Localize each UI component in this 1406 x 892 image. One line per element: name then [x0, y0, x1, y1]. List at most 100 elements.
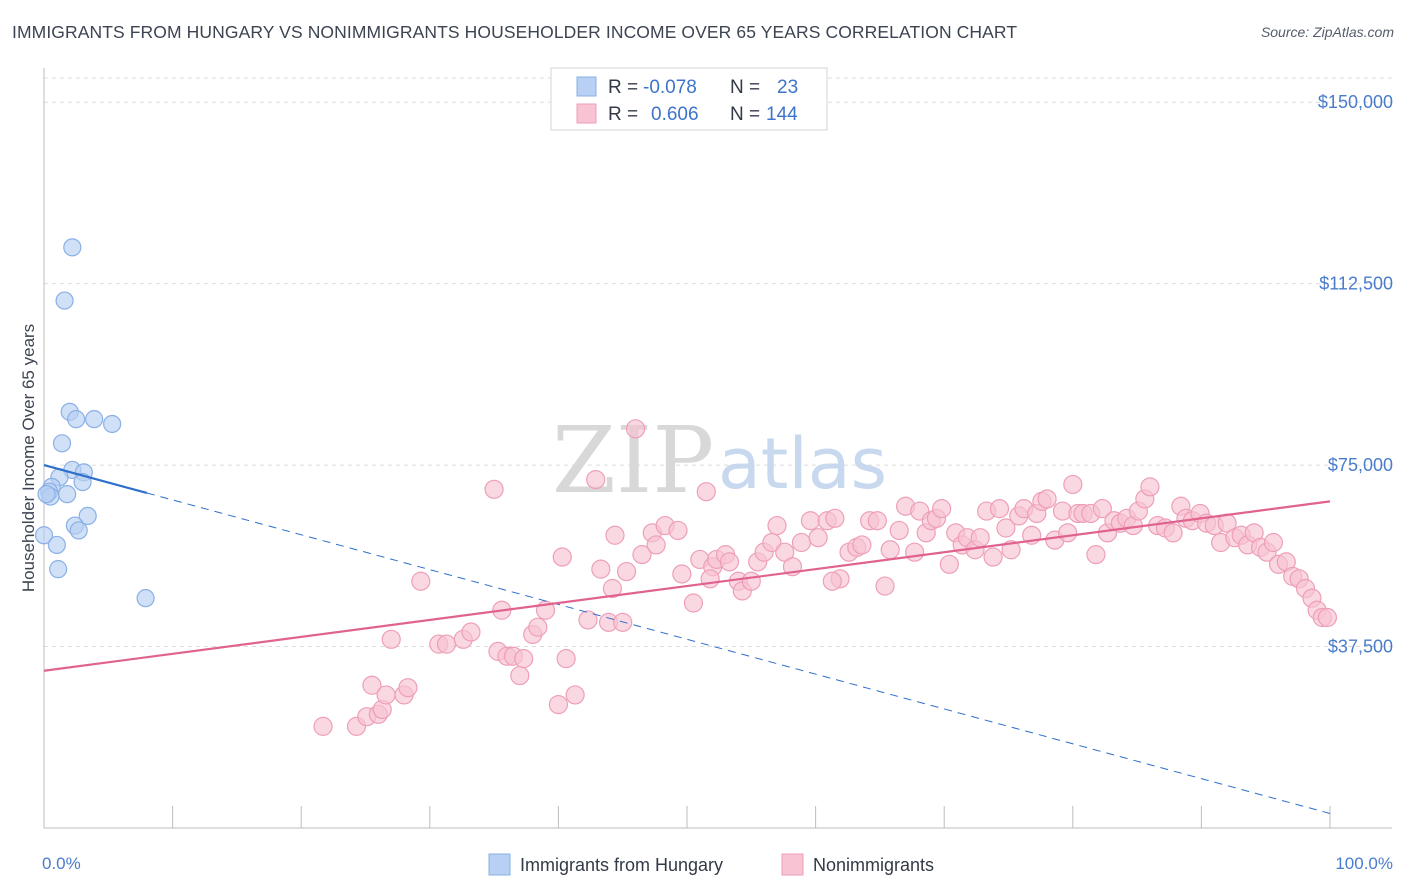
legend-blue-n-label: N = — [730, 77, 760, 98]
pink-point-56 — [767, 515, 787, 536]
pink-point-25 — [548, 695, 569, 715]
blue-point-22 — [37, 485, 56, 504]
pink-point-100 — [1063, 474, 1083, 495]
pink-point-39 — [646, 535, 666, 555]
pink-point-113 — [1140, 477, 1160, 497]
blue-point-17 — [69, 521, 88, 540]
pink-point-105 — [1092, 499, 1112, 519]
pink-point-142 — [700, 569, 720, 589]
pink-point-87 — [983, 547, 1003, 567]
legend-pink-n-value: 144 — [766, 104, 798, 125]
y-tick-label-0: $37,500 — [1328, 637, 1393, 657]
blue-point-5 — [103, 414, 122, 434]
pink-point-6 — [376, 685, 396, 705]
pink-point-141 — [822, 571, 842, 591]
axes — [43, 68, 1392, 829]
pink-point-104 — [1086, 545, 1106, 565]
blue-point-13 — [58, 485, 77, 504]
legend-box — [550, 67, 828, 131]
blue-point-6 — [52, 434, 72, 453]
pink-point-72 — [889, 520, 909, 541]
bottom-legend-pink-label: Nonimmigrants — [813, 855, 934, 875]
x-tick-label-1: 100.0% — [1335, 854, 1393, 873]
y-tick-label-3: $150,000 — [1318, 92, 1393, 112]
blue-point-15 — [78, 506, 97, 526]
trend-line-nonimmigrants — [43, 500, 1331, 672]
legend-pink-r-label: R = — [608, 104, 638, 125]
pink-point-143 — [605, 525, 625, 545]
pink-point-14 — [461, 622, 481, 642]
trend-lines — [43, 464, 1331, 814]
blue-point-1 — [55, 291, 74, 310]
y-tick-labels: $37,500 $75,000 $112,500 $150,000 — [1318, 92, 1393, 656]
blue-point-21 — [136, 589, 155, 608]
pink-point-20 — [510, 665, 530, 686]
pink-point-131 — [1263, 532, 1284, 553]
pink-point-61 — [808, 528, 828, 548]
trend-line-hungary-solid — [43, 464, 148, 495]
series-nonimmigrants-points — [313, 419, 1338, 736]
legend-blue-swatch — [576, 76, 597, 97]
legend-pink-r-value: 0.606 — [651, 104, 699, 125]
source-label: Source: ZipAtlas.com — [1260, 24, 1394, 40]
pink-point-28 — [565, 685, 585, 705]
blue-point-3 — [67, 410, 86, 429]
pink-point-96 — [1037, 489, 1057, 509]
pink-point-41 — [668, 520, 688, 541]
pink-point-7 — [381, 629, 401, 649]
watermark: ZIP atlas — [552, 407, 887, 514]
pink-point-0 — [313, 716, 333, 736]
pink-point-21 — [514, 649, 534, 669]
pink-point-30 — [586, 470, 606, 490]
pink-point-36 — [625, 419, 646, 439]
pink-point-116 — [1163, 523, 1183, 543]
pink-point-3 — [362, 675, 382, 695]
pink-point-71 — [880, 540, 900, 560]
x-tick-label-0: 0.0% — [42, 854, 81, 873]
series-hungary-points — [34, 238, 155, 608]
chart-title: IMMIGRANTS FROM HUNGARY VS NONIMMIGRANTS… — [12, 22, 1018, 42]
pink-point-26 — [552, 547, 572, 567]
pink-point-49 — [719, 552, 740, 572]
pink-point-90 — [1001, 540, 1021, 560]
pink-point-43 — [683, 593, 704, 613]
bottom-legend-blue-swatch — [488, 853, 511, 876]
pink-point-74 — [905, 542, 925, 562]
watermark-atlas: atlas — [718, 423, 887, 505]
pink-point-69 — [867, 511, 887, 531]
pink-point-15 — [484, 479, 504, 499]
pink-point-99 — [1058, 523, 1078, 543]
pink-point-140 — [1317, 607, 1338, 628]
pink-point-37 — [632, 545, 652, 565]
blue-point-18 — [34, 526, 54, 545]
y-tick-label-1: $75,000 — [1328, 455, 1393, 475]
blue-point-0 — [63, 238, 82, 257]
pink-point-52 — [741, 571, 761, 591]
legend-blue-r-label: R = — [608, 77, 638, 98]
blue-point-4 — [85, 410, 104, 429]
pink-point-63 — [825, 508, 845, 528]
legend-blue-r-value: -0.078 — [643, 77, 697, 98]
pink-point-31 — [591, 559, 611, 579]
pink-point-85 — [970, 528, 990, 548]
pink-point-59 — [791, 532, 812, 553]
y-tick-label-2: $112,500 — [1319, 274, 1393, 294]
y-axis-label: Householder Income Over 65 years — [19, 324, 38, 592]
legend-pink-n-label: N = — [730, 104, 760, 125]
pink-point-79 — [932, 499, 952, 519]
pink-point-9 — [398, 678, 418, 698]
pink-point-60 — [800, 511, 821, 531]
pink-point-42 — [672, 564, 692, 584]
pink-point-80 — [939, 554, 959, 574]
bottom-legend-blue-label: Immigrants from Hungary — [520, 855, 723, 875]
pink-point-33 — [602, 578, 623, 599]
pink-point-10 — [411, 571, 431, 591]
bottom-legend: Immigrants from Hungary Nonimmigrants — [488, 853, 934, 876]
x-tick-labels: 0.0% 100.0% — [42, 854, 1393, 873]
bottom-legend-pink-swatch — [781, 853, 804, 876]
pink-point-35 — [616, 561, 637, 582]
pink-point-27 — [556, 649, 576, 669]
blue-point-20 — [49, 560, 68, 579]
legend-pink-swatch — [576, 103, 597, 124]
